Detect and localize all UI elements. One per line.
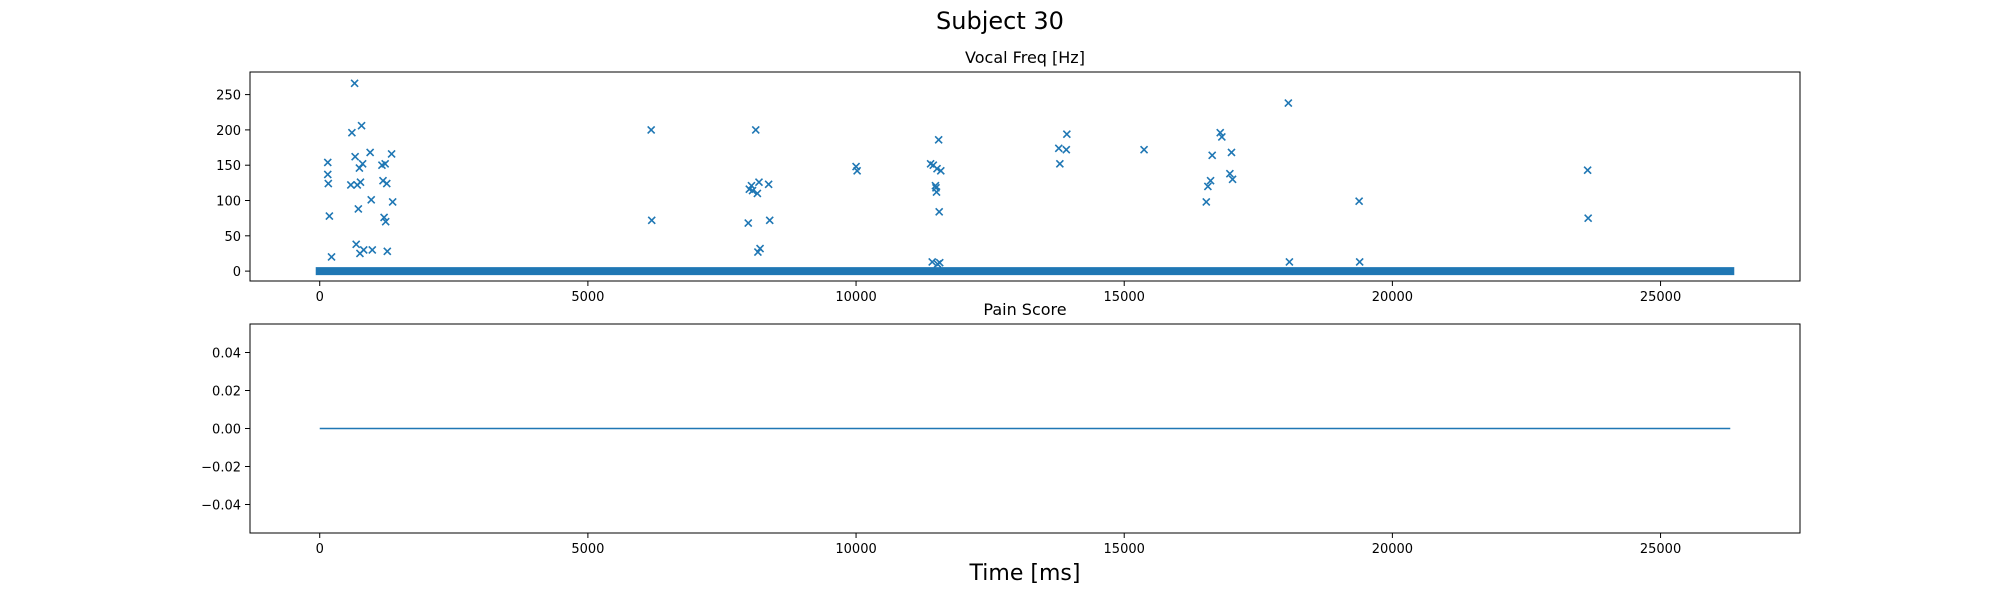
scatter-point	[354, 204, 363, 214]
x-tick-label: 0	[316, 542, 324, 557]
scatter-point	[931, 181, 940, 190]
x-tick-label: 5000	[571, 290, 604, 305]
x-tick-label: 25000	[1640, 542, 1681, 557]
pain-score-title: Pain Score	[983, 300, 1066, 319]
scatter-point	[381, 217, 390, 226]
x-tick-label: 10000	[835, 290, 876, 305]
y-tick-label: 0.00	[212, 423, 241, 438]
scatter-point	[1140, 145, 1149, 154]
pain-score-frame	[249, 323, 1801, 534]
scatter-point	[1203, 182, 1212, 191]
scatter-point	[744, 219, 753, 228]
pain-score-panel: Pain Score 0 5000 10000 15000 20000 25000 −0.0…	[201, 300, 1801, 558]
scatter-point	[352, 240, 361, 249]
scatter-point	[1206, 176, 1215, 185]
y-tick-label: 250	[216, 89, 241, 104]
x-tick-label: 10000	[835, 542, 876, 557]
scatter-point	[325, 211, 334, 221]
scatter-point	[1284, 99, 1293, 108]
x-tick-label: 5000	[571, 542, 604, 557]
scatter-point	[366, 148, 375, 157]
scatter-point	[753, 189, 762, 198]
vocal-freq-markers	[315, 79, 1735, 276]
scatter-point	[647, 216, 656, 225]
vocal-freq-frame	[249, 71, 1801, 282]
x-tick-label: 15000	[1104, 542, 1145, 557]
scatter-point	[346, 180, 355, 190]
scatter-point	[323, 158, 332, 167]
scatter-point	[1285, 257, 1294, 267]
y-tick-label: 50	[224, 230, 241, 245]
scatter-point	[324, 179, 333, 188]
scatter-point	[1217, 132, 1226, 142]
scatter-point	[347, 128, 356, 137]
scatter-point	[382, 179, 391, 188]
vocal-freq-axes: 0 5000 10000 15000 20000 25000 0 50 100 150 200 250	[216, 89, 1681, 305]
scatter-point	[764, 180, 773, 189]
scatter-point	[357, 121, 366, 130]
scatter-point	[351, 152, 360, 161]
scatter-point	[1054, 144, 1063, 153]
scatter-point	[936, 166, 945, 175]
scatter-point	[350, 79, 359, 88]
scatter-point	[1055, 159, 1064, 168]
scatter-point	[1583, 166, 1592, 175]
scatter-point	[755, 244, 765, 253]
scatter-point	[1225, 169, 1234, 178]
scatter-point	[1355, 197, 1364, 206]
scatter-point	[327, 252, 336, 262]
scatter-point	[934, 135, 943, 144]
scatter-point	[932, 164, 942, 173]
scatter-point	[380, 213, 389, 222]
scatter-point	[1227, 148, 1236, 157]
y-tick-label: 150	[216, 159, 241, 174]
scatter-point	[1584, 214, 1593, 223]
scatter-point	[367, 195, 376, 204]
scatter-point	[1228, 175, 1237, 184]
x-tick-label: 20000	[1372, 542, 1413, 557]
scatter-point	[1208, 151, 1217, 160]
x-tick-label: 25000	[1640, 290, 1681, 305]
scatter-point	[751, 125, 760, 134]
scatter-point	[748, 186, 757, 195]
scatter-point	[383, 247, 392, 256]
scatter-point	[932, 187, 941, 197]
y-tick-label: 200	[216, 124, 241, 139]
scatter-point	[388, 197, 397, 206]
scatter-point	[935, 207, 944, 216]
scatter-point	[368, 245, 377, 254]
scatter-point	[935, 258, 944, 267]
scatter-point	[1216, 128, 1225, 137]
scatter-point	[381, 159, 390, 168]
y-tick-label: −0.04	[201, 499, 241, 514]
x-tick-label: 0	[316, 290, 324, 305]
y-tick-label: 100	[216, 195, 241, 210]
scatter-point	[647, 125, 656, 134]
y-tick-label: 0.02	[212, 385, 241, 400]
scatter-point	[355, 249, 365, 258]
pain-score-axes: 0 5000 10000 15000 20000 25000 −0.04 −0.02 0.00 0…	[201, 347, 1681, 558]
x-tick-label: 15000	[1104, 290, 1145, 305]
figure-title: Subject 30	[936, 7, 1064, 35]
scatter-point	[765, 216, 774, 225]
scatter-point	[356, 178, 365, 187]
scatter-point	[358, 159, 367, 168]
y-tick-label: 0.04	[212, 347, 241, 362]
scatter-point	[853, 166, 862, 175]
scatter-point	[1202, 197, 1211, 206]
scatter-point	[928, 257, 937, 267]
x-axis-label: Time [ms]	[969, 561, 1081, 586]
vocal-freq-title: Vocal Freq [Hz]	[965, 48, 1085, 67]
scatter-point	[323, 170, 332, 179]
scatter-point	[1062, 130, 1071, 139]
scatter-point	[1355, 257, 1364, 267]
scatter-point	[754, 178, 764, 187]
y-tick-label: 0	[233, 265, 241, 280]
scatter-point	[387, 149, 396, 158]
scatter-point	[1062, 145, 1071, 154]
y-tick-label: −0.02	[201, 461, 241, 476]
x-tick-label: 20000	[1372, 290, 1413, 305]
vocal-freq-panel: Vocal Freq [Hz] 0 5000 10000 15000 20000 2500…	[216, 48, 1801, 305]
